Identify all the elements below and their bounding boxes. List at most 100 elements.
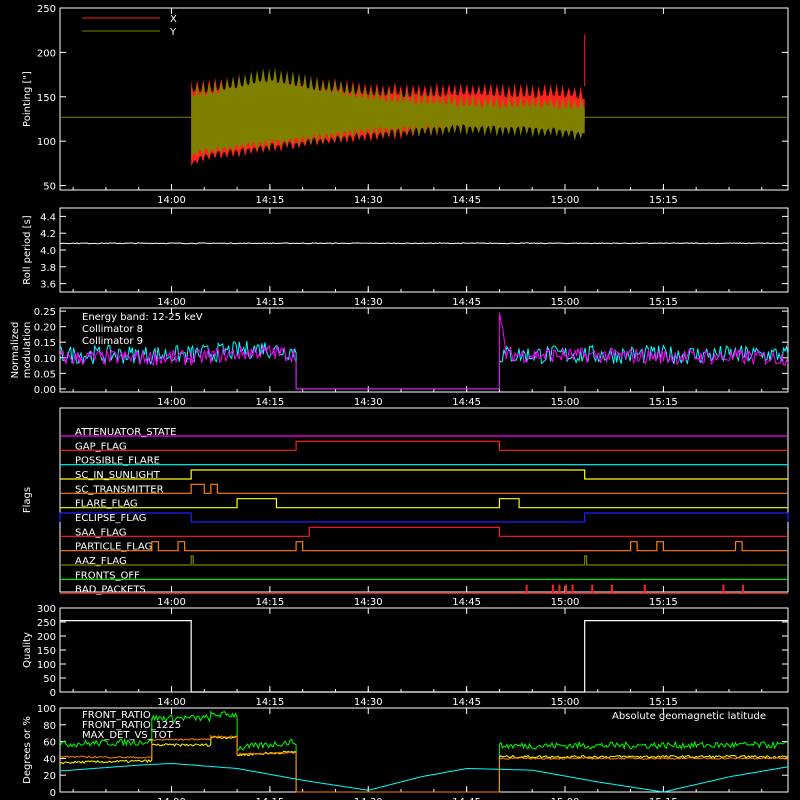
pointing-xtick-label: 14:30 (354, 195, 383, 206)
flag-label: ATTENUATOR_STATE (75, 427, 176, 438)
ratios-legend-label: MAX_DET_VS_TOT (82, 730, 174, 741)
roll-xtick-label: 15:15 (649, 297, 678, 308)
quality-ytick-label: 200 (37, 632, 56, 643)
pointing-xtick-label: 14:45 (452, 195, 481, 206)
pointing-ytick-label: 250 (37, 4, 56, 15)
ratios-xtick-label: 14:30 (354, 797, 383, 800)
pointing-ytick-label: 200 (37, 48, 56, 59)
pointing-xtick-label: 14:15 (255, 195, 284, 206)
flag-label: GAP_FLAG (75, 441, 127, 452)
modulation-xtick-label: 15:15 (649, 397, 678, 408)
modulation-ytick-label: 0.10 (34, 354, 56, 365)
flags-xtick-label: 15:15 (649, 597, 678, 608)
pointing-band-y (191, 67, 585, 160)
pointing-ytick-label: 100 (37, 137, 56, 148)
modulation-legend-label: Energy band: 12-25 keV (82, 312, 203, 323)
modulation-collimator9 (59, 312, 789, 390)
quality-xtick-label: 14:30 (354, 697, 383, 708)
flag-label: SC_IN_SUNLIGHT (75, 470, 161, 481)
flags-frame (59, 407, 789, 593)
flag-label: AAZ_FLAG (75, 556, 127, 567)
ratios-xtick-label: 15:00 (551, 797, 580, 800)
quality-xtick-label: 14:45 (452, 697, 481, 708)
pointing-xtick-label: 14:00 (157, 195, 186, 206)
quality-xtick-label: 14:15 (255, 697, 284, 708)
pointing-ytick-label: 150 (37, 93, 56, 104)
quality-ytick-label: 0 (50, 688, 56, 699)
flag-tick (722, 584, 725, 594)
ratios-ytick-label: 100 (37, 704, 56, 715)
roll-xtick-label: 15:00 (551, 297, 580, 308)
modulation-xtick-label: 14:45 (452, 397, 481, 408)
flag-line (59, 512, 789, 523)
quality-ytick-label: 150 (37, 646, 56, 657)
pointing-legend-label: X (170, 14, 177, 25)
flag-tick (643, 584, 646, 594)
roll-xtick-label: 14:15 (255, 297, 284, 308)
flag-tick (551, 584, 554, 594)
flag-line (60, 526, 788, 537)
pointing-ytick-label: 50 (43, 182, 56, 193)
pointing-xtick-label: 15:00 (551, 195, 580, 206)
roll-xtick-label: 14:45 (452, 297, 481, 308)
flag-label: SAA_FLAG (75, 527, 126, 538)
roll-ytick-label: 4.2 (40, 229, 56, 240)
flags-xtick-label: 15:00 (551, 597, 580, 608)
modulation-legend-label: Collimator 9 (82, 336, 143, 347)
flags-xtick-label: 14:45 (452, 597, 481, 608)
ratios-legend-geomag: Absolute geomagnetic latitude (612, 711, 766, 722)
ratios-xtick-label: 15:15 (649, 797, 678, 800)
ratios-legend-label: FRONT_RATIO_1225 (82, 720, 181, 731)
ratios-geomag-line (59, 762, 789, 793)
quality-ylabel: Quality (22, 632, 33, 668)
ratios-ylabel: Degrees or % (22, 716, 33, 784)
flags-xtick-label: 14:00 (157, 597, 186, 608)
roll-xtick-label: 14:30 (354, 297, 383, 308)
modulation-xtick-label: 14:15 (255, 397, 284, 408)
ratios-ytick-label: 0 (50, 788, 56, 799)
flag-line (60, 541, 788, 552)
modulation-xtick-label: 14:30 (354, 397, 383, 408)
quality-xtick-label: 14:00 (157, 697, 186, 708)
ratios-ytick-label: 80 (43, 721, 56, 732)
modulation-ylabel-line2: modulation (22, 322, 33, 379)
roll-ytick-label: 4.4 (40, 212, 56, 223)
modulation-ytick-label: 0.05 (34, 369, 56, 380)
pointing-ylabel: Pointing ["] (22, 71, 33, 127)
flag-tick (742, 584, 745, 594)
quality-ytick-label: 300 (37, 604, 56, 615)
quality-ytick-label: 250 (37, 618, 56, 629)
modulation-legend-label: Collimator 8 (82, 324, 143, 335)
modulation-ytick-label: 0.20 (34, 323, 56, 334)
flag-label: FRONTS_OFF (75, 570, 140, 581)
flags-xtick-label: 14:30 (354, 597, 383, 608)
flag-label: SC_TRANSMITTER (75, 484, 164, 495)
flag-label: ECLIPSE_FLAG (75, 513, 146, 524)
flag-tick (565, 584, 568, 594)
flag-tick (558, 584, 561, 594)
modulation-ytick-label: 0.25 (34, 307, 56, 318)
flag-label: FLARE_FLAG (75, 499, 138, 510)
quality-ytick-label: 50 (43, 674, 56, 685)
roll-ylabel: Roll period [s] (22, 215, 33, 284)
roll-line (59, 242, 789, 245)
modulation-xtick-label: 14:00 (157, 397, 186, 408)
quality-line (60, 620, 788, 693)
flag-label: POSSIBLE_FLARE (75, 456, 160, 467)
flag-tick (610, 584, 613, 594)
modulation-frame (59, 307, 789, 393)
ratios-ytick-label: 20 (43, 771, 56, 782)
ratios-xtick-label: 14:00 (157, 797, 186, 800)
flag-label: BAD_PACKETS (75, 585, 146, 596)
ratios-xtick-label: 14:45 (452, 797, 481, 800)
flag-line (60, 469, 788, 480)
modulation-xtick-label: 15:00 (551, 397, 580, 408)
flags-xtick-label: 14:15 (255, 597, 284, 608)
quality-xtick-label: 15:00 (551, 697, 580, 708)
pointing-frame (59, 7, 789, 191)
quality-ytick-label: 100 (37, 660, 56, 671)
ratios-max-det-vs-tot (60, 734, 789, 793)
pointing-legend-label: Y (169, 27, 177, 38)
modulation-ytick-label: 0.00 (34, 385, 56, 396)
